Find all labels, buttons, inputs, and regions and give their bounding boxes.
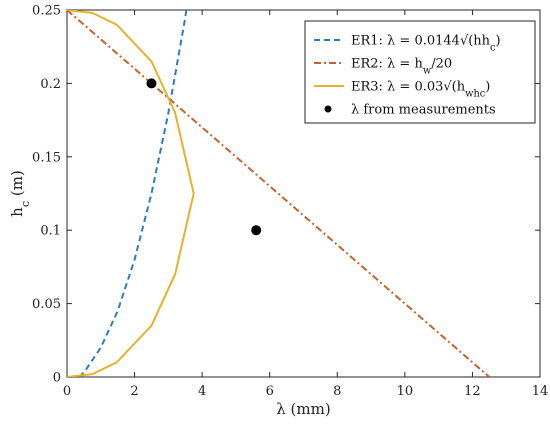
y-tick-label: 0.25 xyxy=(32,4,61,19)
series-line-1 xyxy=(78,10,188,377)
x-tick-label: 6 xyxy=(266,384,274,399)
x-tick-label: 14 xyxy=(532,384,549,399)
text-run: ) xyxy=(485,80,490,95)
y-tick-label: 0.05 xyxy=(32,297,61,312)
text-run: ER1: λ = 0.0144√(hh xyxy=(351,34,491,49)
legend-marker xyxy=(324,105,332,113)
x-tick-label: 12 xyxy=(464,384,481,399)
legend-box xyxy=(304,20,536,124)
x-tick-label: 8 xyxy=(333,384,341,399)
measurement-point xyxy=(251,225,262,236)
legend-label: ER3: λ = 0.03√(hwhc) xyxy=(351,80,490,100)
series-group xyxy=(67,10,490,377)
x-tick-label: 4 xyxy=(198,384,206,399)
text-run: (m) xyxy=(8,170,26,201)
legend-label: ER1: λ = 0.0144√(hhc) xyxy=(351,34,501,54)
subscript: c xyxy=(19,201,32,207)
x-tick-label: 2 xyxy=(130,384,138,399)
y-tick-label: 0.1 xyxy=(40,224,61,239)
subscript: c xyxy=(480,88,486,99)
x-tick-label: 0 xyxy=(63,384,71,399)
measurement-point xyxy=(146,78,157,89)
text-run: h xyxy=(8,207,26,217)
y-axis-title: hc (m) xyxy=(8,170,32,217)
subscript: wh xyxy=(465,88,480,99)
legend-label: ER2: λ = hw/20 xyxy=(351,57,452,77)
y-tick-label: 0 xyxy=(53,371,61,386)
legend-label: λ from measurements xyxy=(351,103,496,118)
series-line-3 xyxy=(67,10,195,377)
text-run: ER2: λ = h xyxy=(351,57,423,72)
subscript: w xyxy=(423,65,432,76)
text-run: /20 xyxy=(431,57,452,72)
x-tick-label: 10 xyxy=(397,384,414,399)
y-tick-label: 0.15 xyxy=(32,150,61,165)
y-tick-label: 0.2 xyxy=(40,77,61,92)
subscript: c xyxy=(490,42,496,53)
text-run: λ from measurements xyxy=(351,103,496,118)
series-line-2 xyxy=(67,10,490,377)
text-run: ER3: λ = 0.03√(h xyxy=(351,80,466,95)
text-run: ) xyxy=(496,34,501,49)
x-axis-title: λ (mm) xyxy=(276,400,330,418)
